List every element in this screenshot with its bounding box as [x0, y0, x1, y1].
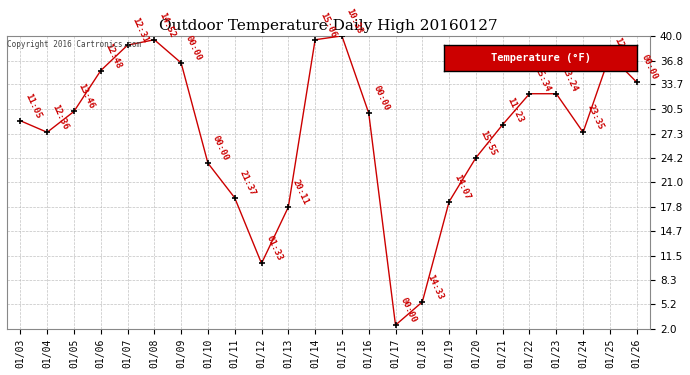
Text: 00:00: 00:00	[210, 134, 230, 162]
Text: 21:37: 21:37	[237, 169, 257, 197]
Text: 12:48: 12:48	[104, 42, 123, 70]
Text: 23:35: 23:35	[586, 104, 605, 132]
Text: 10:38: 10:38	[345, 7, 364, 35]
Text: 13:46: 13:46	[77, 82, 96, 111]
Text: 12:31: 12:31	[130, 16, 150, 44]
Text: 12:: 12:	[613, 36, 628, 54]
Text: 15:55: 15:55	[479, 129, 498, 157]
Text: 15:34: 15:34	[532, 65, 552, 93]
Title: Outdoor Temperature Daily High 20160127: Outdoor Temperature Daily High 20160127	[159, 20, 497, 33]
Text: 01:33: 01:33	[264, 234, 284, 262]
Text: 14:07: 14:07	[452, 173, 471, 201]
Text: 00:00: 00:00	[371, 84, 391, 112]
Text: 11:23: 11:23	[506, 96, 525, 124]
Text: 00:00: 00:00	[640, 53, 659, 81]
Text: 14:52: 14:52	[157, 11, 177, 39]
Text: 00:00: 00:00	[184, 34, 204, 62]
Text: 14:33: 14:33	[425, 273, 444, 301]
Text: 00:00: 00:00	[398, 296, 418, 324]
Text: 13:24: 13:24	[559, 65, 579, 93]
Text: Copyright 2016 Cartronics.com: Copyright 2016 Cartronics.com	[7, 40, 141, 50]
Text: 20:11: 20:11	[291, 178, 310, 206]
Text: 11:05: 11:05	[23, 92, 43, 120]
Text: 15:06: 15:06	[318, 11, 337, 39]
Text: 12:36: 12:36	[50, 104, 70, 132]
